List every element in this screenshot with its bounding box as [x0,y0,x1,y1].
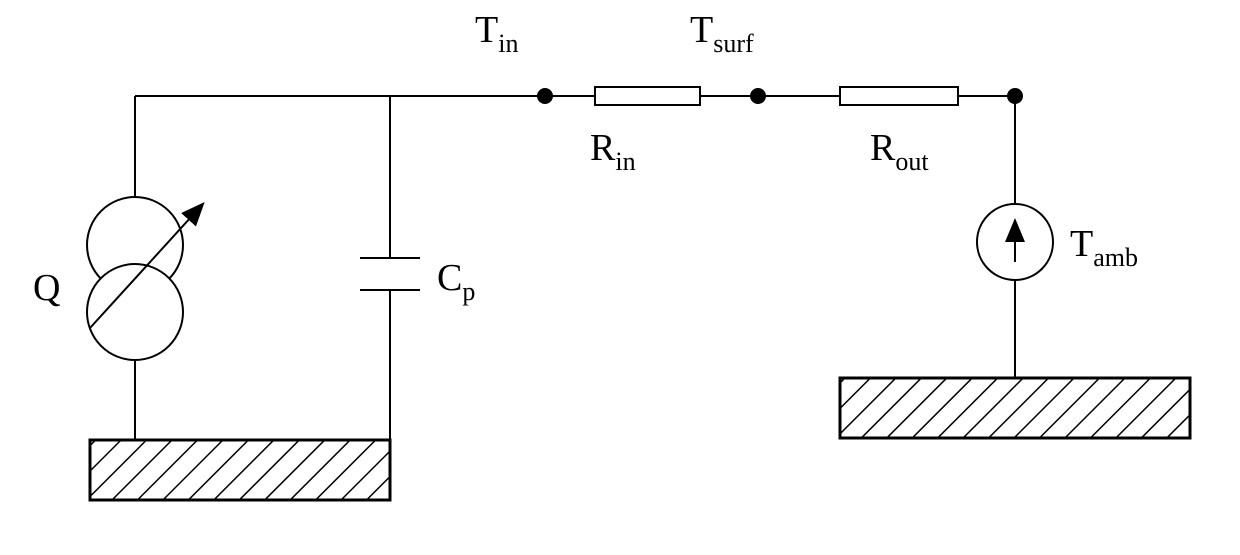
ground-left [90,440,390,500]
resistor-rout [840,87,958,105]
label-tin: Tin [475,9,518,58]
label-tsurf: Tsurf [690,9,754,58]
label-rout: Rout [870,127,929,176]
label-q: Q [33,267,60,309]
voltage-source-tamb [977,204,1053,280]
labels: Q Cp Tin Tsurf Rin Rout Tamb [33,9,1138,309]
thermal-circuit-diagram: Q Cp Tin Tsurf Rin Rout Tamb [0,0,1240,555]
node-tsurf [750,88,766,104]
resistor-rin [595,87,700,105]
label-cp: Cp [437,257,475,306]
capacitor-cp [360,258,420,290]
label-rin: Rin [590,127,636,176]
label-tamb: Tamb [1070,223,1138,272]
node-tin [537,88,553,104]
node-right [1007,88,1023,104]
heat-source-q [87,197,202,360]
ground-right [840,378,1190,438]
